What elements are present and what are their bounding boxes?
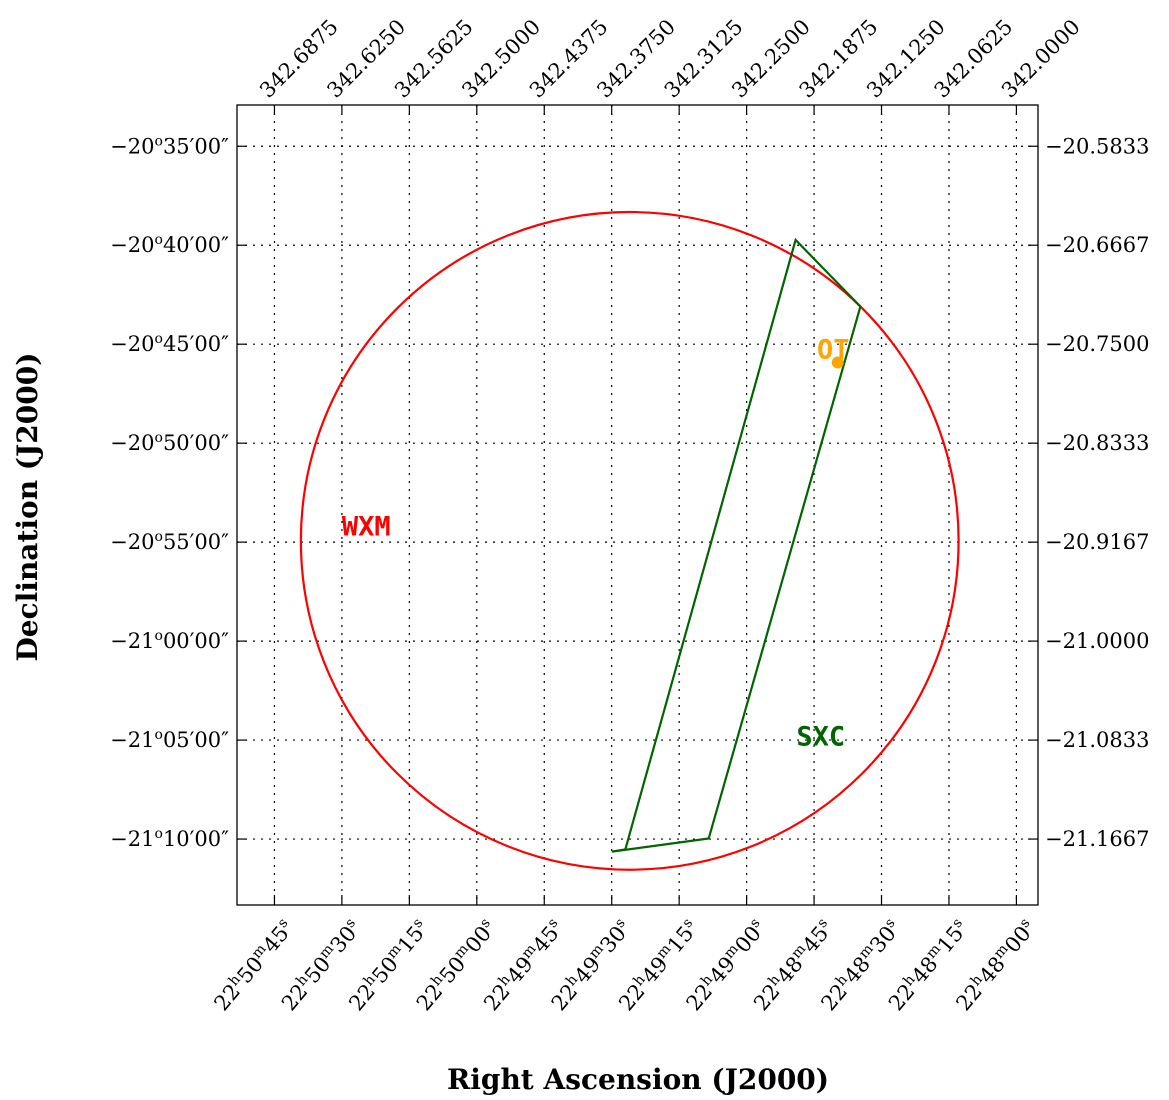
wxm-error-circle: [299, 210, 960, 871]
wxm-label: WXM: [342, 511, 391, 542]
y-tick-label-right: −20.8333: [1045, 431, 1149, 455]
y-tick-label-right: −21.0833: [1045, 728, 1149, 752]
y-tick-label-right: −20.9167: [1045, 530, 1149, 554]
y-tick-label-left: −20o55′00″: [110, 529, 229, 554]
ot-marker: [831, 356, 844, 369]
grid-layer: [237, 105, 1038, 905]
sxc-error-region: [611, 237, 862, 853]
y-tick-label-right: −21.1667: [1045, 827, 1149, 851]
x-tick-label-bottom: 22h48m45s: [749, 915, 838, 1015]
tick-layer: [237, 105, 1038, 905]
y-tick-label-left: −21o00′00″: [110, 628, 229, 653]
y-tick-label-right: −20.6667: [1045, 233, 1149, 257]
y-tick-label-right: −20.5833: [1045, 134, 1149, 158]
y-tick-label-right: −21.0000: [1045, 629, 1149, 653]
x-tick-label-bottom: 22h48m00s: [951, 915, 1040, 1015]
y-tick-label-left: −20o45′00″: [110, 332, 229, 357]
y-tick-label-left: −21o10′00″: [110, 826, 229, 851]
y-tick-label-left: −21o05′00″: [110, 727, 229, 752]
y-tick-label-left: −20o40′00″: [110, 233, 229, 258]
sxc-label: SXC: [796, 722, 845, 753]
y-tick-label-left: −20o50′00″: [110, 430, 229, 455]
y-tick-label-right: −20.7500: [1045, 332, 1149, 356]
region-layer: [299, 210, 960, 871]
y-tick-label-left: −20o35′00″: [110, 134, 229, 159]
y-axis-title: Declination (J2000): [11, 353, 44, 662]
x-axis-title: Right Ascension (J2000): [447, 1063, 829, 1096]
plot-frame: [236, 104, 1039, 906]
ot-label: OT: [817, 334, 850, 365]
